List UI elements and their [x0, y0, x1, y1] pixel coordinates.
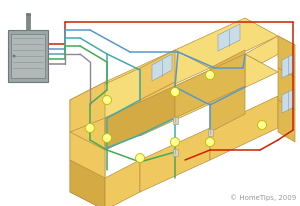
Polygon shape [175, 54, 278, 104]
Polygon shape [70, 118, 140, 150]
Polygon shape [152, 54, 172, 81]
Bar [8, 30, 48, 82]
Polygon shape [278, 36, 295, 77]
Circle shape [206, 70, 214, 80]
Polygon shape [282, 89, 294, 113]
Circle shape [136, 153, 145, 163]
Polygon shape [245, 36, 295, 63]
Circle shape [85, 124, 94, 132]
Bar [208, 129, 212, 136]
Circle shape [170, 137, 179, 146]
Text: © HomeTips, 2009: © HomeTips, 2009 [230, 194, 296, 201]
Polygon shape [278, 100, 295, 142]
Polygon shape [140, 50, 175, 100]
Polygon shape [70, 160, 105, 206]
Circle shape [172, 139, 175, 142]
Circle shape [208, 73, 210, 75]
Polygon shape [175, 18, 278, 68]
Bar [172, 117, 178, 124]
Circle shape [260, 123, 262, 125]
Circle shape [13, 55, 16, 57]
Polygon shape [175, 54, 245, 118]
Circle shape [103, 96, 112, 104]
Polygon shape [278, 68, 295, 110]
Polygon shape [218, 24, 240, 51]
Polygon shape [70, 68, 175, 118]
Polygon shape [70, 132, 105, 206]
Circle shape [104, 97, 107, 100]
Polygon shape [105, 86, 210, 136]
Polygon shape [105, 50, 210, 100]
Bar [11, 34, 45, 78]
Polygon shape [140, 82, 175, 132]
Polygon shape [140, 128, 210, 192]
Polygon shape [282, 54, 294, 78]
Circle shape [257, 121, 266, 130]
Polygon shape [105, 86, 175, 150]
Polygon shape [210, 50, 245, 100]
Polygon shape [105, 160, 140, 206]
Polygon shape [70, 82, 140, 118]
Circle shape [206, 137, 214, 146]
Circle shape [170, 88, 179, 96]
Circle shape [208, 139, 210, 142]
Polygon shape [70, 82, 105, 132]
Circle shape [137, 156, 140, 158]
Polygon shape [210, 96, 278, 160]
Bar [172, 149, 178, 156]
Circle shape [104, 136, 107, 138]
Circle shape [103, 133, 112, 143]
Circle shape [172, 90, 175, 92]
Polygon shape [210, 82, 245, 132]
Polygon shape [70, 100, 105, 178]
Circle shape [88, 125, 90, 128]
